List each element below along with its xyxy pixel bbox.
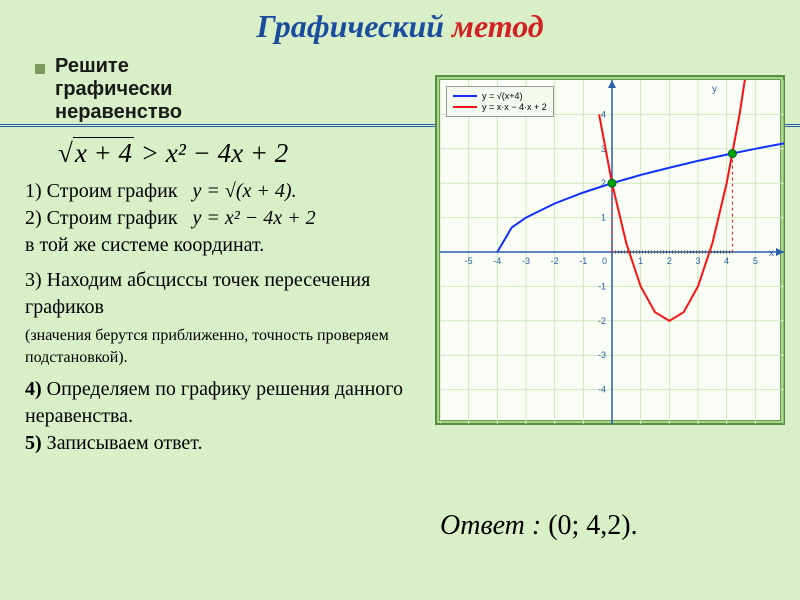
chart-frame: y = √(x+4) y = x·x − 4·x + 2 y x -5 -4 -3 -… bbox=[435, 75, 785, 425]
svg-text:1: 1 bbox=[638, 256, 643, 266]
plot-svg: -5-4-3-2-112345-4-3-2-112340 bbox=[440, 80, 784, 424]
x-axis-label: x bbox=[769, 248, 774, 259]
answer-label: Ответ bbox=[440, 510, 525, 541]
legend-swatch-icon bbox=[453, 95, 477, 97]
svg-text:-4: -4 bbox=[598, 385, 606, 395]
step-label: 1) Строим график bbox=[25, 180, 178, 202]
step-5: 5) Записываем ответ. bbox=[25, 430, 420, 457]
step-formula: y = x² − 4x + 2 bbox=[193, 207, 316, 229]
bullet-icon bbox=[35, 64, 45, 74]
svg-text:-3: -3 bbox=[522, 256, 530, 266]
step-3-note: (значения берутся приближенно, точность … bbox=[25, 325, 420, 368]
step-formula: y = √(x + 4). bbox=[193, 180, 297, 202]
svg-text:4: 4 bbox=[724, 256, 729, 266]
legend-row: y = x·x − 4·x + 2 bbox=[453, 102, 547, 112]
radicand: x + 4 bbox=[73, 137, 134, 168]
answer-value: (0; 4,2). bbox=[548, 510, 637, 541]
step-4: 4) Определяем по графику решения данного… bbox=[25, 376, 420, 430]
svg-text:4: 4 bbox=[601, 109, 606, 119]
step-4-text: Определяем по графику решения данного не… bbox=[25, 378, 403, 427]
svg-text:1: 1 bbox=[601, 213, 606, 223]
prompt-line: неравенство bbox=[55, 101, 182, 124]
prompt-line: графически bbox=[55, 78, 182, 101]
legend-swatch-icon bbox=[453, 106, 477, 108]
title-part1: Графический bbox=[256, 8, 444, 44]
chart: y = √(x+4) y = x·x − 4·x + 2 y x -5 -4 -3 -… bbox=[439, 79, 781, 421]
prompt-line: Решите bbox=[55, 55, 182, 78]
svg-text:-2: -2 bbox=[598, 316, 606, 326]
steps-block: 1) Строим график y = √(x + 4). 2) Строим… bbox=[25, 178, 420, 457]
svg-text:-5: -5 bbox=[465, 256, 473, 266]
sqrt-icon bbox=[58, 138, 73, 168]
svg-text:2: 2 bbox=[667, 256, 672, 266]
chart-legend: y = √(x+4) y = x·x − 4·x + 2 bbox=[446, 86, 554, 117]
legend-label: y = √(x+4) bbox=[482, 91, 522, 101]
step-4-prefix: 4) bbox=[25, 378, 42, 400]
svg-text:-1: -1 bbox=[579, 256, 587, 266]
page-title: Графический метод bbox=[0, 0, 800, 45]
svg-text:-4: -4 bbox=[493, 256, 501, 266]
problem-prompt: Решите графически неравенство bbox=[55, 55, 182, 124]
legend-row: y = √(x+4) bbox=[453, 91, 547, 101]
step-label: 2) Строим график bbox=[25, 207, 178, 229]
step-3: 3) Находим абсциссы точек пересечения гр… bbox=[25, 267, 420, 321]
inequality-op: > bbox=[141, 138, 159, 168]
title-part2: метод bbox=[452, 8, 544, 44]
y-axis-label: y bbox=[712, 84, 717, 95]
legend-label: y = x·x − 4·x + 2 bbox=[482, 102, 547, 112]
step-5-prefix: 5) bbox=[25, 432, 42, 454]
svg-text:5: 5 bbox=[753, 256, 758, 266]
svg-text:-2: -2 bbox=[551, 256, 559, 266]
svg-text:-1: -1 bbox=[598, 281, 606, 291]
step-1: 1) Строим график y = √(x + 4). bbox=[25, 178, 420, 205]
step-5-text: Записываем ответ. bbox=[47, 432, 203, 454]
step-2: 2) Строим график y = x² − 4x + 2 bbox=[25, 205, 420, 232]
inequality: x + 4 > x² − 4x + 2 bbox=[58, 138, 288, 169]
answer: Ответ : (0; 4,2). bbox=[440, 510, 638, 542]
svg-text:-3: -3 bbox=[598, 350, 606, 360]
svg-text:3: 3 bbox=[695, 256, 700, 266]
step-2-tail: в той же системе координат. bbox=[25, 232, 420, 259]
svg-text:0: 0 bbox=[602, 256, 607, 266]
inequality-rhs: x² − 4x + 2 bbox=[166, 138, 289, 168]
